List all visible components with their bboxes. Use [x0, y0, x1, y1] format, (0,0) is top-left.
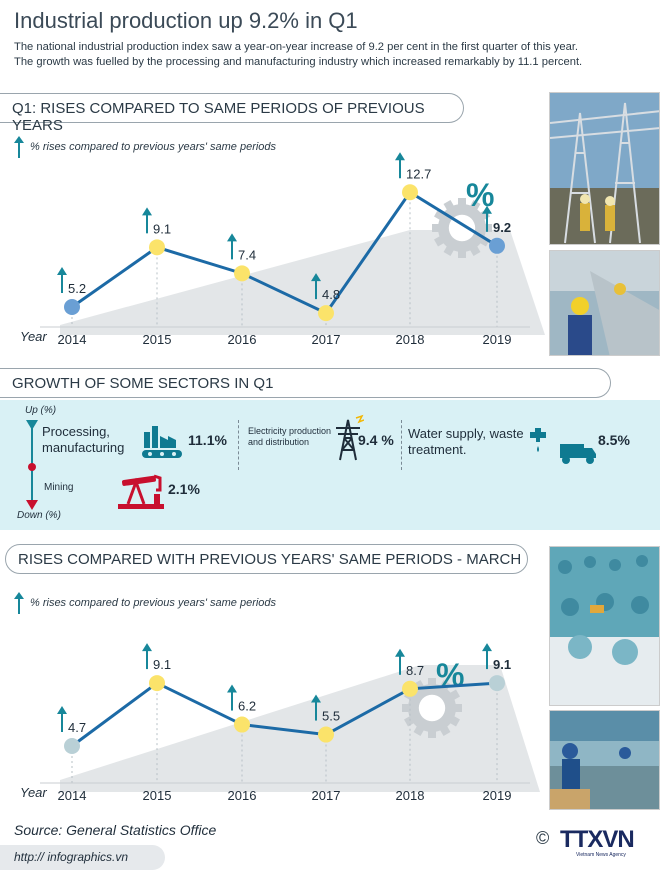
photo-factory-worker [549, 250, 660, 356]
value-label: 5.5 [322, 709, 340, 724]
value-label: 8.7 [406, 663, 424, 678]
sector-processing-name: Processing, manufacturing [42, 424, 125, 455]
value-label: 9.1 [493, 657, 511, 672]
up-label: Up (%) [25, 405, 57, 416]
value-label: 9.1 [153, 221, 171, 236]
source-note: Source: General Statistics Office [14, 822, 217, 838]
section2-heading: GROWTH OF SOME SECTORS IN Q1 [0, 368, 611, 398]
sector-divider [238, 420, 239, 470]
value-label: 9.2 [493, 220, 511, 235]
year-tick-label: 2019 [483, 332, 512, 347]
data-point [64, 738, 80, 754]
data-point [234, 716, 250, 733]
section3-legend-text: % rises compared to previous years' same… [30, 596, 277, 609]
q1-line-chart: % 5.2 2014 9.1 2015 7.4 2016 4.8 2017 12.7 2018 9.2… [20, 152, 545, 347]
up-arrow-icon [311, 273, 321, 282]
up-arrow-icon [395, 152, 405, 161]
value-label: 9.1 [153, 657, 171, 672]
value-label: 4.7 [68, 720, 86, 735]
sector-mining-value: 2.1% [168, 481, 200, 497]
up-arrow-icon [395, 648, 405, 657]
sector-water-name: Water supply, waste treatment. [408, 426, 524, 457]
data-point [149, 239, 165, 256]
section1-heading: Q1: RISES COMPARED TO SAME PERIODS OF PR… [0, 93, 464, 134]
up-down-axis [26, 420, 38, 510]
intro-line-2: The growth was fuelled by the processing… [14, 56, 583, 68]
page-title: Industrial production up 9.2% in Q1 [14, 8, 358, 33]
photo-production-line [549, 710, 660, 810]
year-tick-label: 2015 [143, 332, 172, 347]
footer-url[interactable]: http:// infographics.vn [0, 845, 165, 870]
march-line-chart: %4.720149.120156.220165.520178.720189.12… [20, 643, 540, 803]
up-arrow-icon [227, 684, 237, 693]
up-arrow-icon [142, 207, 152, 216]
up-arrow-icon [57, 267, 67, 275]
year-tick-label: 2015 [143, 788, 172, 803]
up-arrow-icon [482, 643, 492, 652]
value-label: 4.8 [322, 287, 340, 302]
data-point [149, 675, 165, 692]
percent-icon: % [466, 177, 494, 213]
x-axis-title: Year [20, 785, 47, 800]
year-tick-label: 2019 [483, 788, 512, 803]
year-tick-label: 2014 [58, 788, 87, 803]
data-point [64, 299, 80, 315]
up-arrow-icon [227, 233, 237, 242]
series-line [71, 190, 498, 316]
data-point [489, 237, 505, 254]
year-tick-label: 2018 [396, 332, 425, 347]
ttxvn-logo: TTXVN [560, 826, 635, 853]
photo-seafood-processing [549, 546, 660, 706]
year-tick-label: 2017 [312, 788, 341, 803]
up-arrow-icon [482, 205, 492, 214]
sector-mining-name: Mining [44, 482, 74, 493]
section1-legend-text: % rises compared to previous years' same… [30, 140, 277, 153]
oil-pump-icon [118, 474, 164, 509]
x-axis-title: Year [20, 329, 47, 344]
sector-water-value: 8.5% [598, 432, 630, 448]
sectors-band [0, 400, 660, 530]
data-point [402, 184, 418, 201]
sector-divider [401, 420, 402, 470]
up-arrow-icon [57, 706, 67, 714]
section3-legend: % rises compared to previous years' same… [14, 592, 276, 614]
series-line [71, 681, 498, 748]
value-label: 6.2 [238, 699, 256, 714]
factory-icon [142, 426, 182, 458]
data-point [234, 265, 250, 282]
year-tick-label: 2014 [58, 332, 87, 347]
intro-line-1: The national industrial production index… [14, 41, 579, 53]
data-point [318, 726, 334, 743]
logo-subtitle: Vietnam News Agency [576, 852, 626, 858]
sector-processing-value: 11.1% [188, 432, 227, 448]
data-point [489, 675, 505, 692]
value-label: 12.7 [406, 166, 431, 181]
power-tower-icon [336, 414, 364, 461]
down-label: Down (%) [17, 510, 61, 521]
data-point [318, 305, 334, 322]
up-arrow-icon [14, 136, 24, 158]
year-tick-label: 2016 [228, 788, 257, 803]
data-point [402, 680, 418, 697]
sector-electricity-name: Electricity production and distribution [248, 426, 332, 447]
up-arrow-icon [142, 643, 152, 652]
value-label: 5.2 [68, 281, 86, 296]
year-tick-label: 2016 [228, 332, 257, 347]
photo-power-station [549, 92, 660, 245]
year-tick-label: 2017 [312, 332, 341, 347]
intro-text: The national industrial production index… [14, 40, 644, 70]
copyright-icon: © [536, 828, 550, 848]
section3-heading: RISES COMPARED WITH PREVIOUS YEARS' SAME… [5, 544, 528, 574]
up-arrow-icon [311, 694, 321, 703]
sector-electricity-value: 9.4 % [358, 432, 394, 448]
up-arrow-icon [14, 592, 24, 614]
year-tick-label: 2018 [396, 788, 425, 803]
water-tap-truck-icon [530, 428, 596, 464]
section1-legend: % rises compared to previous years' same… [14, 136, 276, 158]
mountain-shape [60, 230, 545, 335]
value-label: 7.4 [238, 247, 256, 262]
